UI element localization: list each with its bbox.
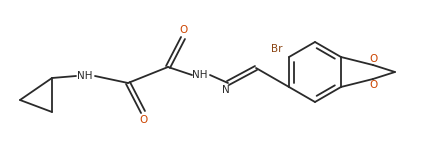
Text: O: O bbox=[180, 25, 188, 35]
Text: O: O bbox=[370, 80, 378, 90]
Text: NH: NH bbox=[192, 70, 208, 80]
Text: O: O bbox=[370, 54, 378, 64]
Text: Br: Br bbox=[271, 44, 283, 54]
Text: N: N bbox=[222, 85, 230, 95]
Text: O: O bbox=[139, 115, 147, 125]
Text: NH: NH bbox=[77, 71, 93, 81]
